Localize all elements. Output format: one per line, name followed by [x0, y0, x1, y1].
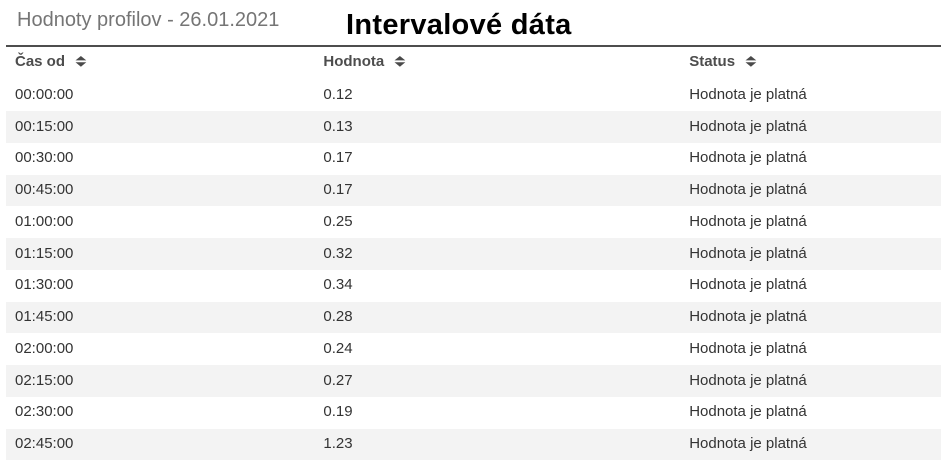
- cell-status: Hodnota je platná: [689, 276, 807, 294]
- cell-time: 02:15:00: [15, 371, 74, 389]
- table-row: 01:00:00 0.25 Hodnota je platná: [6, 206, 942, 238]
- cell-status: Hodnota je platná: [689, 403, 807, 421]
- cell-status: Hodnota je platná: [689, 149, 807, 167]
- cell-time: 00:45:00: [15, 181, 74, 199]
- cell-value: 0.32: [323, 244, 353, 262]
- cell-time: 01:00:00: [15, 212, 74, 230]
- sort-icon[interactable]: [75, 55, 87, 67]
- cell-time: 00:30:00: [15, 149, 74, 167]
- table-row: 02:15:00 0.27 Hodnota je platná: [5, 365, 941, 397]
- cell-value: 1.23: [323, 435, 353, 453]
- table-body: 00:00:00 0.12 Hodnota je platná 00:15:00 0.…: [5, 79, 942, 461]
- cell-value: 0.24: [323, 339, 353, 357]
- section-heading: Intervalové dáta: [346, 9, 572, 41]
- cell-value: 0.17: [323, 149, 353, 167]
- cell-status: Hodnota je platná: [689, 117, 807, 135]
- cell-time: 01:15:00: [15, 244, 74, 262]
- column-header-status[interactable]: Status: [680, 46, 941, 80]
- table-row: 01:45:00 0.28 Hodnota je platná: [5, 301, 941, 334]
- page-title: Hodnoty profilov - 26.01.2021: [17, 9, 280, 31]
- cell-time: 01:30:00: [15, 276, 74, 294]
- cell-time: 00:15:00: [15, 117, 74, 135]
- table-header-row: Čas od Hodnota Status: [6, 46, 942, 80]
- cell-status: Hodnota je platná: [689, 244, 807, 262]
- cell-value: 0.17: [323, 181, 353, 199]
- sort-icon[interactable]: [745, 55, 757, 67]
- cell-time: 02:45:00: [15, 435, 74, 453]
- interval-data-table: Čas od Hodnota Status 00:00:00 0.12 Hodnot…: [5, 44, 942, 461]
- column-header-time[interactable]: Čas od: [6, 46, 314, 80]
- cell-value: 0.28: [323, 308, 353, 326]
- table-row: 02:45:00 1.23 Hodnota je platná: [5, 428, 941, 461]
- cell-status: Hodnota je platná: [689, 308, 807, 326]
- column-header-value-label: Hodnota: [323, 52, 385, 70]
- table-row: 00:15:00 0.13 Hodnota je platná: [5, 111, 941, 143]
- table-row: 02:00:00 0.24 Hodnota je platná: [6, 333, 942, 365]
- table-row: 00:00:00 0.12 Hodnota je platná: [6, 79, 942, 111]
- table-row: 01:15:00 0.32 Hodnota je platná: [5, 238, 941, 270]
- cell-time: 02:00:00: [15, 339, 74, 357]
- table-row: 00:30:00 0.17 Hodnota je platná: [6, 143, 942, 175]
- cell-value: 0.19: [323, 403, 353, 421]
- cell-value: 0.12: [323, 85, 353, 103]
- cell-status: Hodnota je platná: [689, 339, 807, 357]
- table-header: Čas od Hodnota Status: [6, 46, 942, 80]
- cell-status: Hodnota je platná: [689, 85, 807, 103]
- cell-status: Hodnota je platná: [689, 435, 807, 453]
- cell-time: 00:00:00: [15, 85, 74, 103]
- table-row: 01:30:00 0.34 Hodnota je platná: [6, 270, 942, 302]
- column-header-time-label: Čas od: [15, 52, 66, 70]
- cell-time: 01:45:00: [15, 308, 74, 326]
- cell-value: 0.25: [323, 212, 353, 230]
- cell-value: 0.13: [323, 117, 353, 135]
- cell-status: Hodnota je platná: [689, 371, 807, 389]
- cell-status: Hodnota je platná: [689, 212, 807, 230]
- table-row: 02:30:00 0.19 Hodnota je platná: [6, 397, 942, 429]
- table-row: 00:45:00 0.17 Hodnota je platná: [5, 174, 941, 207]
- sort-icon[interactable]: [394, 55, 406, 67]
- column-header-status-label: Status: [689, 52, 736, 70]
- cell-value: 0.27: [323, 371, 353, 389]
- cell-time: 02:30:00: [15, 403, 74, 421]
- cell-value: 0.34: [323, 276, 353, 294]
- column-header-value[interactable]: Hodnota: [314, 46, 680, 80]
- cell-status: Hodnota je platná: [689, 181, 807, 199]
